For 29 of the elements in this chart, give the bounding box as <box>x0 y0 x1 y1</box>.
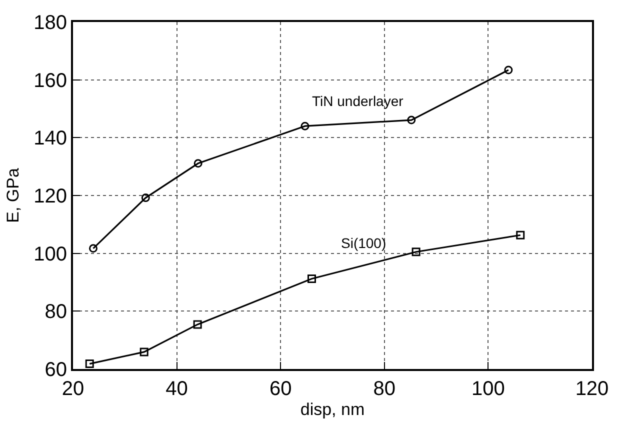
series-label: Si(100) <box>341 235 386 251</box>
series-label: TiN underlayer <box>312 93 404 109</box>
x-tick-label: 60 <box>269 378 292 400</box>
y-tick-label: 120 <box>34 186 67 208</box>
x-tick-label: 40 <box>166 378 188 400</box>
y-tick-label: 60 <box>44 359 67 381</box>
point <box>407 116 416 124</box>
x-tick-label: 20 <box>62 378 84 400</box>
y-tick-label: 160 <box>34 70 67 92</box>
point <box>88 244 98 253</box>
point <box>140 348 148 356</box>
point <box>194 159 202 168</box>
y-tick-label: 80 <box>44 301 67 324</box>
y-tick-label: 140 <box>34 128 67 150</box>
x-tick-label: 120 <box>575 378 609 400</box>
point <box>300 122 310 130</box>
x-tick-label: 100 <box>472 378 505 400</box>
point <box>412 248 420 256</box>
y-tick-label: 100 <box>34 243 67 266</box>
y-axis-title: E, GPa <box>4 168 23 223</box>
point <box>307 274 316 284</box>
point <box>193 320 202 329</box>
y-tick-label: 180 <box>34 12 67 34</box>
point <box>504 66 513 74</box>
point <box>85 360 94 368</box>
x-axis-title: disp, nm <box>300 400 365 419</box>
x-tick-label: 80 <box>373 378 396 400</box>
point <box>141 194 150 202</box>
point <box>516 230 525 240</box>
